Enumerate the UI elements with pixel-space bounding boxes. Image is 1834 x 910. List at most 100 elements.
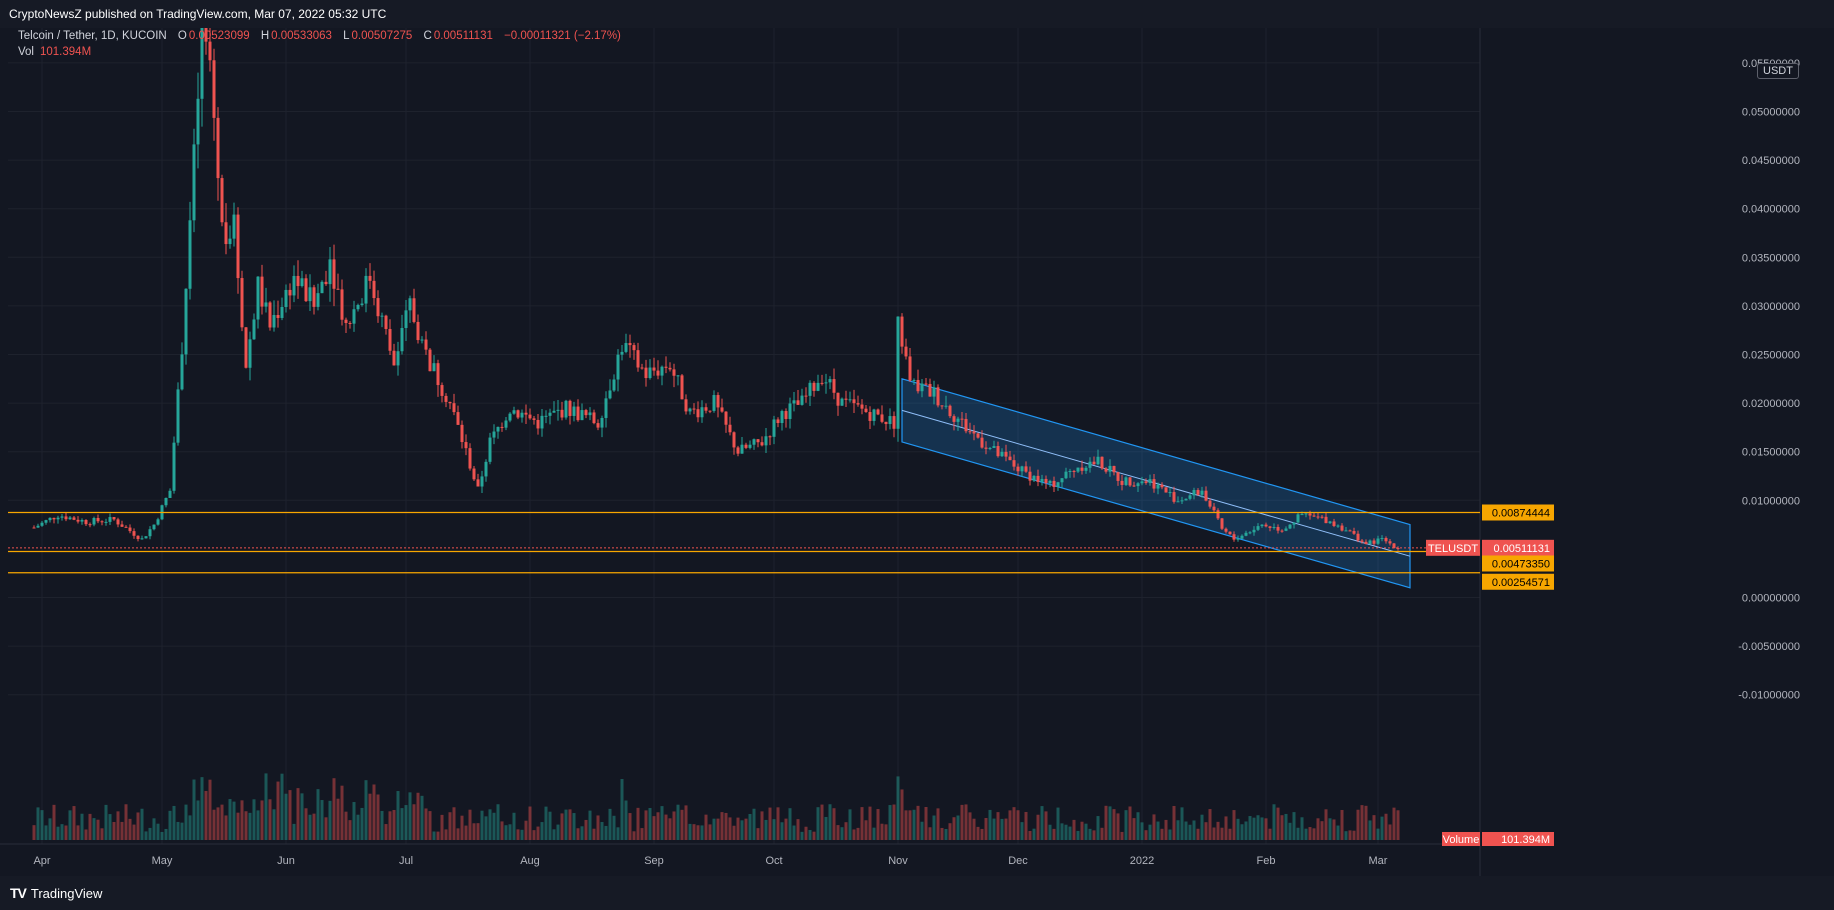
price-tick-label: -0.00500000: [1738, 641, 1800, 653]
candle-body: [352, 309, 356, 324]
chart-area[interactable]: 0.070000000.065000000.060000000.05500000…: [0, 28, 1834, 876]
volume-bar: [1384, 813, 1388, 840]
volume-bar: [1196, 828, 1200, 840]
candle-body: [492, 431, 496, 438]
volume-bar: [1168, 829, 1172, 840]
candle-body: [1100, 456, 1104, 469]
volume-bar: [324, 817, 328, 840]
support-label-2: 0.00254571: [1482, 573, 1554, 590]
candle-body: [292, 275, 296, 296]
candle-body: [896, 316, 900, 429]
candle-body: [1092, 461, 1096, 465]
volume-bar: [756, 828, 760, 840]
candle-body: [1032, 475, 1036, 481]
volume-bar: [68, 810, 72, 840]
candle-body: [476, 479, 480, 487]
volume-bar: [900, 789, 904, 840]
volume-bar: [724, 812, 728, 840]
candle-body: [720, 407, 724, 412]
candle-body: [236, 214, 240, 279]
volume-bar: [512, 812, 516, 840]
volume-bar: [1156, 821, 1160, 840]
candle-body: [1396, 548, 1400, 550]
volume-bar: [684, 805, 688, 840]
candle-body: [1204, 490, 1208, 501]
volume-bar: [1344, 831, 1348, 840]
volume-bar: [388, 811, 392, 840]
candle-body: [264, 302, 268, 307]
candle-body: [344, 319, 348, 323]
candle-body: [244, 327, 248, 368]
candle-body: [280, 307, 284, 318]
volume-bar: [944, 828, 948, 840]
candle-body: [528, 414, 532, 419]
volume-bar: [484, 816, 488, 840]
volume-bar: [816, 807, 820, 840]
volume-bar: [644, 810, 648, 840]
volume-bar: [1096, 816, 1100, 840]
candle-body: [1172, 492, 1176, 502]
candle-body: [136, 535, 140, 540]
volume-bar: [52, 804, 56, 840]
volume-bar: [1276, 807, 1280, 840]
volume-bar: [488, 809, 492, 840]
candle-body: [308, 287, 312, 302]
candle-body: [952, 416, 956, 422]
candle-body: [340, 289, 344, 320]
volume-bar: [1184, 821, 1188, 840]
candle-body: [1272, 526, 1276, 528]
volume-bar: [1128, 806, 1132, 840]
candle-body: [200, 28, 204, 99]
candle-body: [1080, 467, 1084, 471]
candle-body: [332, 259, 336, 289]
tradingview-logo[interactable]: TV TradingView: [10, 885, 102, 901]
volume-bar: [280, 773, 284, 840]
candle-body: [1292, 522, 1296, 525]
volume-bar: [932, 815, 936, 840]
candle-body: [132, 531, 136, 536]
candle-body: [96, 517, 100, 522]
currency-unit-button[interactable]: USDT: [1757, 63, 1799, 79]
volume-bar: [564, 809, 568, 840]
volume-bar: [924, 806, 928, 840]
candle-body: [432, 363, 436, 372]
candle-body: [972, 431, 976, 434]
candle-body: [240, 278, 244, 328]
volume-bar: [776, 807, 780, 840]
candle-body: [916, 379, 920, 392]
candle-body: [216, 117, 220, 179]
volume-bar: [1008, 810, 1012, 840]
volume-bar: [1240, 824, 1244, 840]
volume-bar: [1024, 811, 1028, 840]
volume-bar: [1368, 820, 1372, 840]
volume-bar: [136, 812, 140, 840]
volume-bar: [948, 823, 952, 840]
volume-bar: [132, 824, 136, 840]
candle-body: [388, 328, 392, 351]
candle-body: [1244, 532, 1248, 536]
candle-body: [1104, 468, 1108, 472]
candle-body: [1136, 483, 1140, 487]
price-chart-svg[interactable]: 0.070000000.065000000.060000000.05500000…: [0, 28, 1834, 876]
candle-body: [248, 339, 252, 368]
candle-body: [520, 412, 524, 418]
candle-body: [892, 416, 896, 429]
candle-body: [1316, 516, 1320, 518]
volume-bar: [432, 831, 436, 840]
volume-bar: [468, 809, 472, 840]
volume-bar: [632, 831, 636, 840]
volume-bar: [824, 816, 828, 840]
candle-body: [488, 437, 492, 462]
volume-bar: [444, 829, 448, 840]
candle-body: [740, 444, 744, 454]
price-tick-label: 0.04500000: [1742, 155, 1800, 167]
volume-bar: [1124, 810, 1128, 840]
volume-bar: [620, 779, 624, 840]
volume-bar: [212, 809, 216, 840]
volume-bar: [160, 831, 164, 840]
volume-bar: [36, 807, 40, 840]
price-tick-label: 0.03000000: [1742, 301, 1800, 313]
candle-body: [52, 517, 56, 520]
candle-body: [68, 517, 72, 520]
volume-bar: [336, 798, 340, 840]
